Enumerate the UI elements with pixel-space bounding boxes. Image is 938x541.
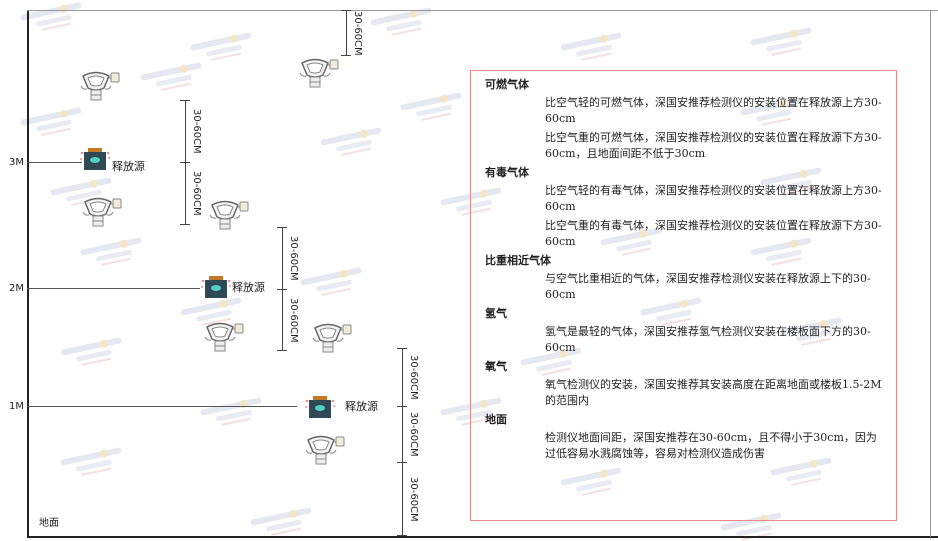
- right-border: [930, 10, 931, 537]
- gas-detector-icon: [78, 70, 122, 106]
- dimension-line: [185, 100, 186, 162]
- release-source-label: 释放源: [232, 281, 265, 294]
- gas-detector-icon: [310, 322, 354, 358]
- dimension-tick: [180, 162, 190, 163]
- dimension-tick: [397, 348, 407, 349]
- dimension-line: [185, 162, 186, 224]
- section-text: 比空气轻的有毒气体，深国安推荐检测仪的安装位置在释放源上方30-60cm: [545, 184, 882, 213]
- level-3m: 3M: [9, 157, 24, 168]
- dimension-label: 30-60CM: [288, 236, 299, 281]
- level-3m-line: [27, 162, 82, 163]
- section-title: 比重相近气体: [485, 254, 551, 267]
- watermark-logo: [300, 267, 362, 296]
- wall-line: [27, 10, 29, 537]
- dimension-tick: [397, 462, 407, 463]
- dimension-tick: [397, 535, 407, 536]
- floor-line: [27, 536, 938, 538]
- dimension-tick: [277, 227, 287, 228]
- section-text: 氢气是最轻的气体，深国安推荐氢气检测仪安装在楼板面下方的30-60cm: [545, 325, 871, 354]
- level-1m-line: [27, 406, 297, 407]
- legend-section: 地面 检测仪地面间距，深国安推荐在30-60cm，且不得小于30cm，因为过低容…: [485, 412, 886, 462]
- watermark-logo: [250, 507, 312, 536]
- dimension-tick: [277, 289, 287, 290]
- watermark-logo: [60, 447, 122, 476]
- watermark-logo: [750, 27, 812, 56]
- section-title: 氢气: [485, 307, 507, 320]
- dimension-tick: [277, 350, 287, 351]
- dimension-tick: [180, 100, 190, 101]
- legend-section: 有毒气体 比空气轻的有毒气体，深国安推荐检测仪的安装位置在释放源上方30-60c…: [485, 165, 886, 250]
- dimension-label: 30-60CM: [191, 171, 202, 216]
- gas-detector-icon: [202, 321, 246, 357]
- release-source-label: 释放源: [112, 160, 145, 173]
- release-source-icon: [80, 147, 110, 175]
- level-2m: 2M: [9, 283, 24, 294]
- dimension-tick: [180, 224, 190, 225]
- section-text: 比空气重的可燃气体，深国安推荐检测仪的安装位置在释放源下方30-60cm，且地面…: [545, 131, 882, 160]
- ceiling-line: [27, 10, 938, 11]
- section-text: 比空气轻的可燃气体，深国安推荐检测仪的安装位置在释放源上方30-60cm: [545, 96, 882, 125]
- dimension-tick: [341, 55, 351, 56]
- legend-section: 氢气 氢气是最轻的气体，深国安推荐氢气检测仪安装在楼板面下方的30-60cm: [485, 306, 886, 356]
- level-2m-line: [27, 288, 200, 289]
- dimension-line: [282, 289, 283, 350]
- section-title: 可燃气体: [485, 78, 529, 91]
- release-source-icon: [305, 395, 335, 423]
- release-source-label: 释放源: [345, 400, 378, 413]
- gas-detector-icon: [80, 196, 124, 232]
- gas-detector-icon: [303, 434, 347, 470]
- dimension-line: [346, 10, 347, 55]
- watermark-logo: [20, 107, 82, 136]
- dimension-line: [402, 348, 403, 406]
- legend-box: 可燃气体 比空气轻的可燃气体，深国安推荐检测仪的安装位置在释放源上方30-60c…: [470, 70, 897, 521]
- dimension-label: 30-60CM: [408, 412, 419, 457]
- watermark-logo: [80, 237, 142, 266]
- watermark-logo: [20, 2, 82, 31]
- watermark-logo: [320, 127, 382, 156]
- section-title: 地面: [485, 413, 507, 426]
- section-title: 有毒气体: [485, 166, 529, 179]
- release-source-icon: [201, 275, 231, 303]
- dimension-tick: [341, 10, 351, 11]
- section-title: 氧气: [485, 360, 507, 373]
- ground-label: 地面: [39, 518, 59, 529]
- gas-detector-icon: [207, 199, 251, 235]
- legend-section: 可燃气体 比空气轻的可燃气体，深国安推荐检测仪的安装位置在释放源上方30-60c…: [485, 77, 886, 162]
- watermark-logo: [370, 7, 432, 36]
- watermark-logo: [190, 32, 252, 61]
- dimension-label: 30-60CM: [352, 10, 363, 56]
- dimension-label: 30-60CM: [191, 109, 202, 154]
- legend-section: 氧气 氧气检测仪的安装，深国安推荐其安装高度在距离地面或楼板1.5-2M的范围内: [485, 359, 886, 409]
- watermark-logo: [200, 397, 262, 426]
- legend-section: 比重相近气体 与空气比重相近的气体，深国安推荐检测仪安装在释放源上下的30-60…: [485, 253, 886, 303]
- watermark-logo: [60, 337, 122, 366]
- watermark-logo: [560, 32, 622, 61]
- dimension-line: [402, 462, 403, 535]
- dimension-label: 30-60CM: [288, 297, 299, 343]
- dimension-tick: [397, 406, 407, 407]
- watermark-logo: [400, 92, 462, 121]
- dimension-label: 30-60CM: [408, 355, 419, 400]
- section-text: 检测仪地面间距，深国安推荐在30-60cm，且不得小于30cm，因为过低容易水溅…: [545, 431, 877, 460]
- watermark-logo: [140, 62, 202, 91]
- section-text: 与空气比重相近的气体，深国安推荐检测仪安装在释放源上下的30-60cm: [545, 272, 871, 301]
- gas-detector-icon: [297, 57, 341, 93]
- dimension-label: 30-60CM: [408, 476, 419, 522]
- section-text: 氧气检测仪的安装，深国安推荐其安装高度在距离地面或楼板1.5-2M的范围内: [545, 378, 882, 407]
- dimension-line: [402, 406, 403, 462]
- section-text: 比空气重的有毒气体，深国安推荐检测仪的安装位置在释放源下方30-60cm: [545, 219, 882, 248]
- level-1m: 1M: [9, 401, 24, 412]
- dimension-line: [282, 227, 283, 289]
